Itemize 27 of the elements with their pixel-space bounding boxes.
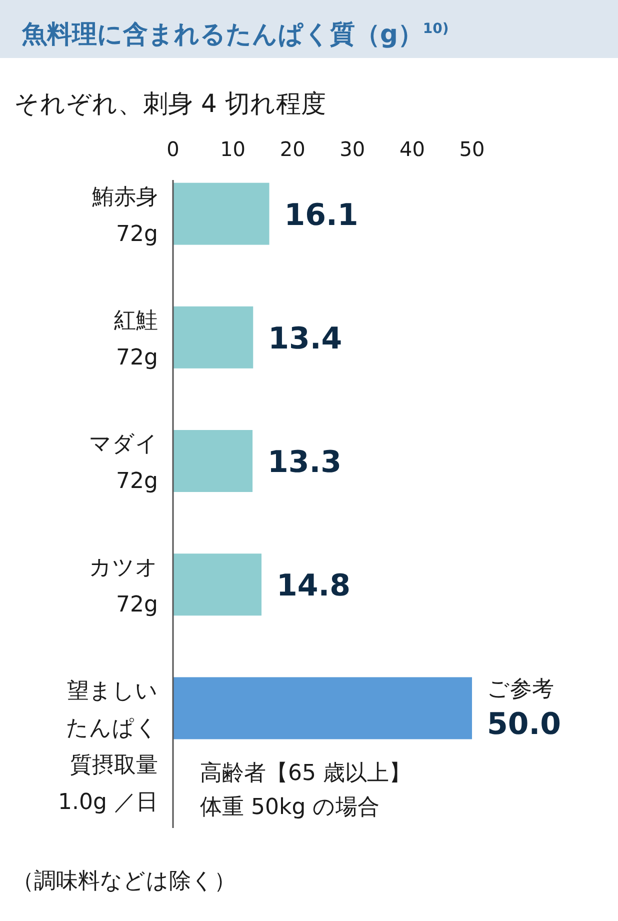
text: ご参考 [487, 677, 554, 702]
bar [173, 306, 254, 368]
data-label: 14.8 [276, 568, 351, 604]
x-tick-label: 0 [166, 137, 180, 161]
data-label: 13.3 [268, 445, 342, 480]
chart-subtitle: それぞれ、刺身 4 切れ程度 [14, 89, 326, 118]
data-label: 13.4 [268, 321, 342, 356]
chart-title: 魚料理に含まれるたんぱく質（g）$^{10)}$ [0, 0, 618, 58]
text: （調味料などは除く） [12, 869, 236, 894]
x-tick-label: 20 [280, 137, 306, 161]
y-tick-label: カツオ 72g [89, 556, 158, 618]
x-tick-label: 10 [220, 137, 246, 161]
annotation: 体重 50kg の場合 [200, 795, 380, 820]
y-tick-label: 紅鮭 72g [114, 308, 158, 370]
x-tick-label: 50 [459, 137, 485, 161]
y-tick-label: 望ましいたんぱく質摂取量 1.0g ／日 [58, 679, 158, 816]
x-tick-label: 40 [399, 137, 425, 161]
x-tick-label: 30 [340, 137, 366, 161]
y-tick-label: 鮪赤身 72g [92, 184, 158, 247]
y-tick-label: マダイ 72g [89, 432, 158, 494]
data-label: 16.1 [284, 198, 358, 233]
bar [173, 182, 270, 245]
bar [173, 677, 472, 740]
bar [173, 554, 262, 616]
annotation: 高齢者【65 歳以上】 [200, 761, 411, 786]
bar [173, 430, 253, 492]
data-label: 50.0 [487, 707, 562, 742]
